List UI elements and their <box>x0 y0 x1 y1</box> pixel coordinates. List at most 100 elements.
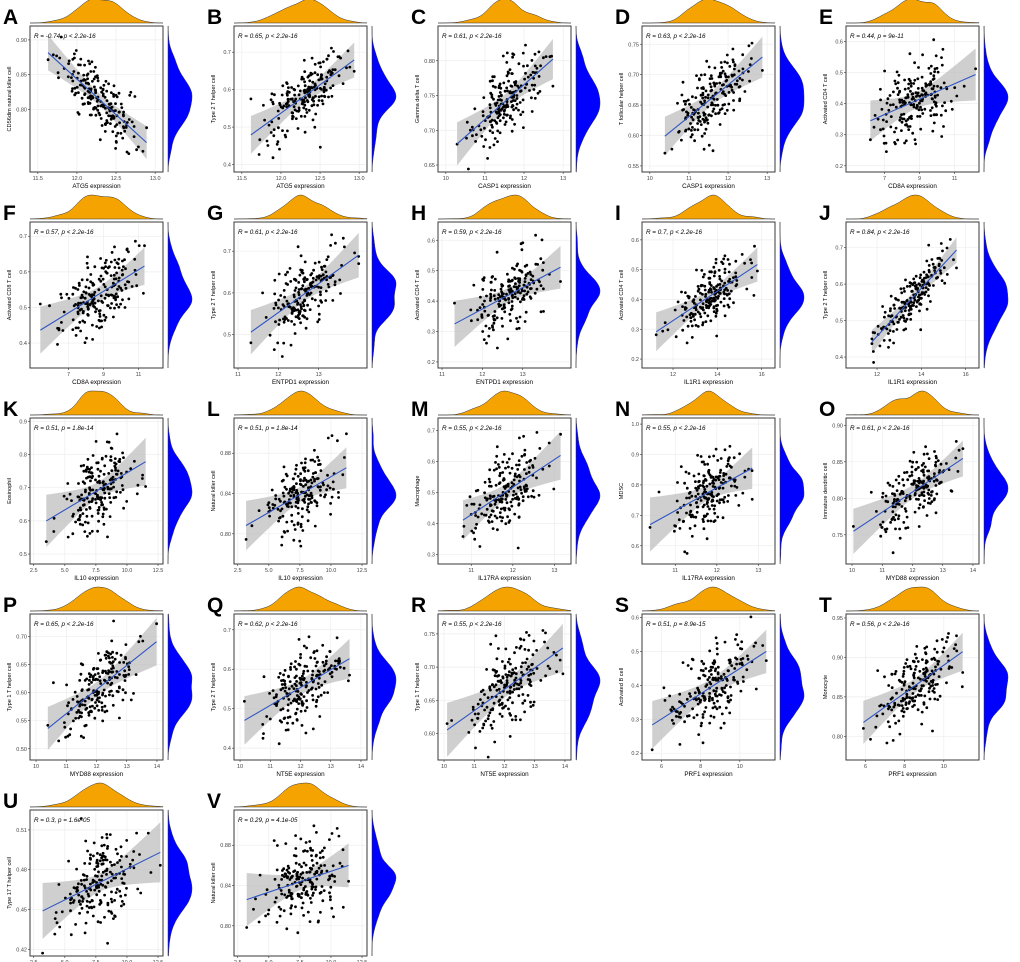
data-point <box>883 310 887 314</box>
data-point <box>678 743 682 746</box>
data-point <box>715 285 718 288</box>
data-point <box>926 452 929 456</box>
data-point <box>293 93 296 97</box>
data-point <box>480 134 484 138</box>
data-point <box>490 118 494 122</box>
x-density <box>233 390 367 416</box>
data-point <box>701 669 705 673</box>
data-point <box>72 70 76 73</box>
data-point <box>723 72 727 76</box>
data-point <box>913 61 916 65</box>
data-point <box>924 661 928 665</box>
data-point <box>902 483 906 487</box>
data-point <box>914 665 918 668</box>
data-point <box>487 714 491 717</box>
data-point <box>505 675 509 679</box>
x-tick-label: 6 <box>660 764 663 770</box>
y-tick-label: 0.2 <box>835 164 843 170</box>
regression-line <box>250 254 360 333</box>
data-point <box>522 294 526 297</box>
data-point <box>525 667 529 671</box>
data-point <box>954 643 957 647</box>
data-point <box>113 863 116 866</box>
data-point <box>918 309 921 313</box>
data-point <box>82 469 86 473</box>
stat-annotation: R = 0.51, p = 8.9e-15 <box>646 621 706 628</box>
data-point <box>77 301 80 305</box>
plot-border <box>845 25 980 173</box>
data-point <box>925 668 929 671</box>
data-point <box>689 319 693 323</box>
data-point <box>714 636 718 640</box>
data-point <box>270 92 274 96</box>
data-point <box>352 69 356 73</box>
data-point <box>88 705 92 709</box>
data-point <box>467 731 471 734</box>
data-point <box>902 669 906 673</box>
data-point <box>872 350 875 353</box>
data-point <box>69 909 72 913</box>
data-point <box>719 677 723 680</box>
panel-letter: E <box>819 6 833 29</box>
data-point <box>294 491 298 494</box>
data-point <box>522 126 525 129</box>
panel-letter: J <box>819 202 831 225</box>
data-point <box>530 96 533 100</box>
data-point <box>59 35 63 39</box>
data-point <box>705 683 709 687</box>
data-point <box>357 262 361 265</box>
data-point <box>462 524 466 528</box>
data-point <box>123 306 127 309</box>
data-point <box>722 474 726 477</box>
data-point <box>531 489 535 493</box>
data-point <box>946 636 949 639</box>
data-point <box>956 470 960 473</box>
data-point <box>80 689 84 692</box>
data-point <box>678 700 681 703</box>
data-point <box>276 341 280 345</box>
data-point <box>510 504 514 508</box>
data-point <box>89 853 92 857</box>
data-point <box>879 534 883 538</box>
data-point <box>509 674 513 678</box>
data-point <box>936 698 940 701</box>
data-point <box>500 497 504 501</box>
data-point <box>506 70 510 74</box>
data-point <box>281 129 284 133</box>
data-point <box>897 503 901 506</box>
data-point <box>515 463 518 467</box>
data-point <box>516 84 519 88</box>
data-point <box>97 318 101 322</box>
data-point <box>907 702 911 705</box>
data-point <box>82 503 86 507</box>
data-point <box>493 137 497 140</box>
data-point <box>480 316 484 319</box>
data-point <box>124 893 127 897</box>
data-point <box>137 145 140 149</box>
data-point <box>928 686 931 690</box>
data-point <box>481 110 485 113</box>
data-point <box>93 716 97 720</box>
data-point <box>489 91 493 95</box>
regression-line <box>853 457 964 532</box>
data-point <box>508 471 512 475</box>
data-point <box>889 125 893 129</box>
data-point <box>726 695 730 699</box>
data-point <box>110 667 113 671</box>
data-point <box>941 650 945 654</box>
data-point <box>127 118 131 121</box>
data-point <box>680 290 683 294</box>
data-point <box>105 833 109 836</box>
x-tick-label: 11 <box>686 176 692 182</box>
data-point <box>519 718 522 722</box>
data-point <box>700 721 703 725</box>
data-point <box>83 530 87 533</box>
plot-border <box>641 417 776 565</box>
data-point <box>710 504 714 507</box>
data-point <box>92 675 95 678</box>
plot-border <box>437 417 572 565</box>
data-point <box>523 77 526 81</box>
y-tick-label: 0.4 <box>427 522 435 528</box>
data-point <box>315 861 319 865</box>
